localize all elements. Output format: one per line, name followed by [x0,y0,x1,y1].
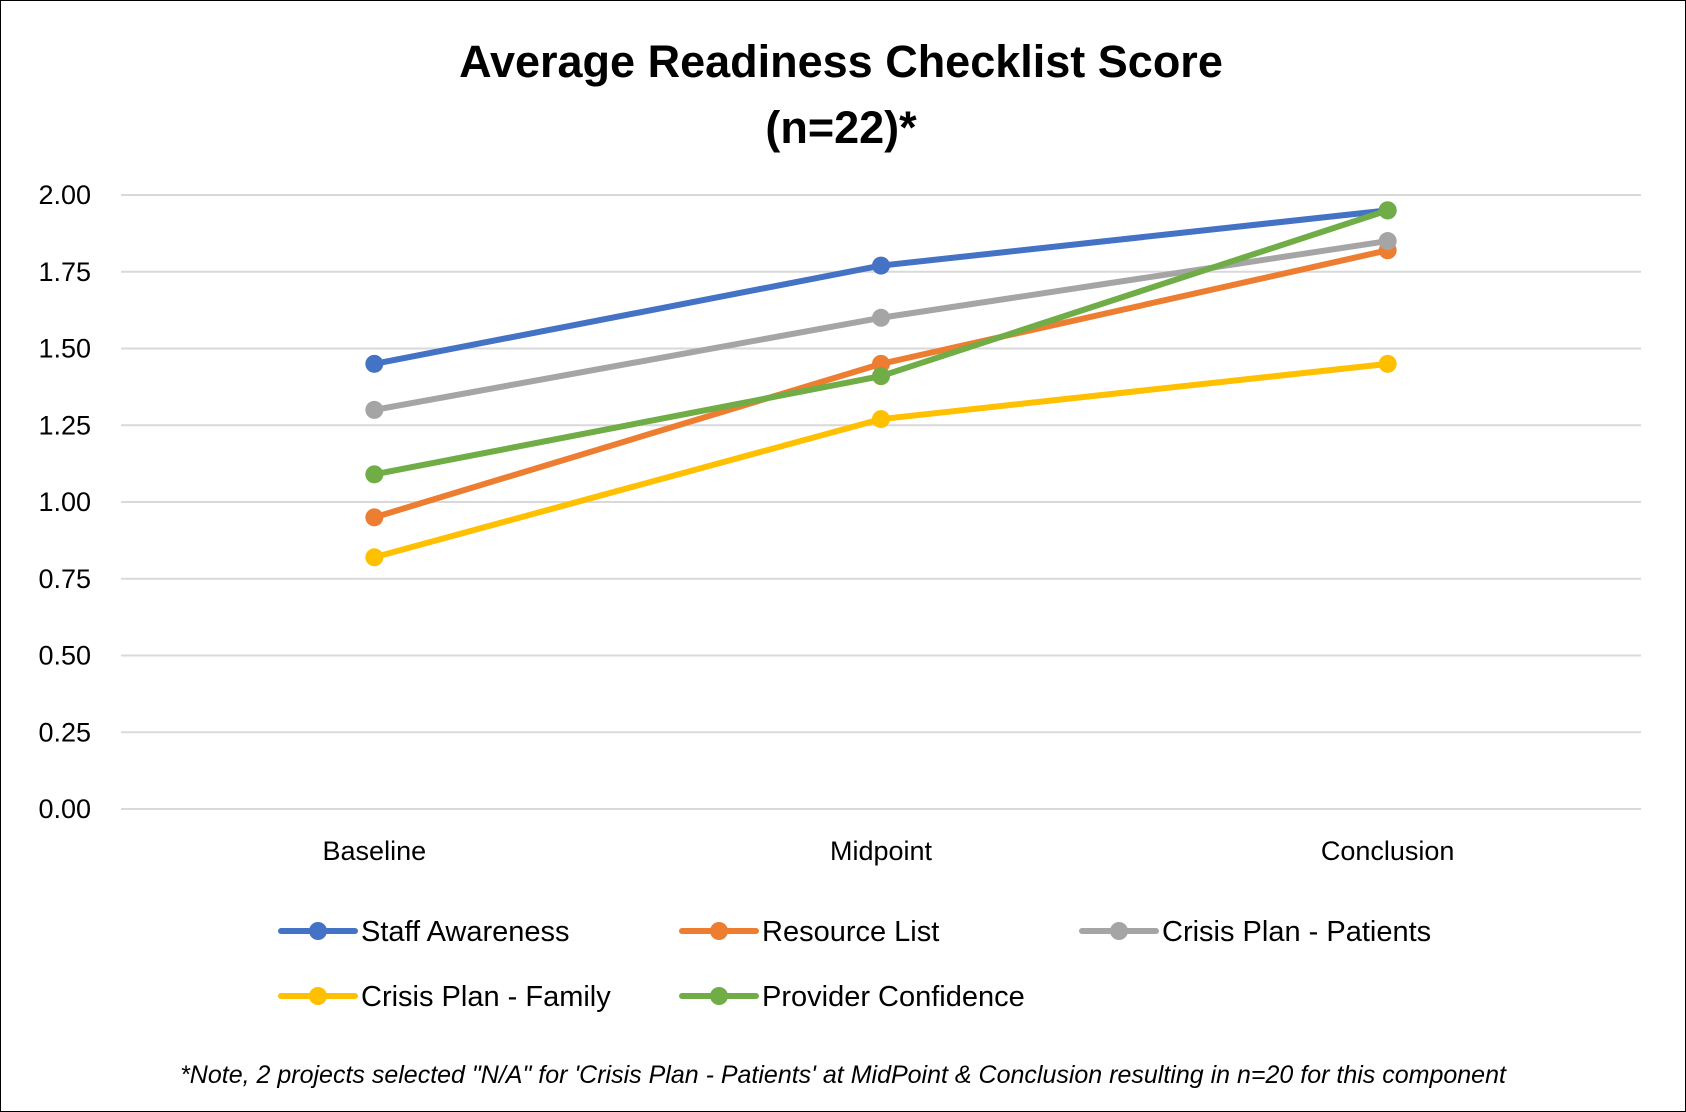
x-tick-label: Midpoint [830,836,933,866]
legend-swatch-marker [309,922,327,940]
legend-label: Crisis Plan - Patients [1162,916,1431,948]
legend-item: Provider Confidence [679,981,1025,1013]
legend-label: Staff Awareness [361,916,570,948]
data-point [365,465,384,484]
y-tick-label: 1.75 [38,257,91,287]
legend-swatch-marker [710,922,728,940]
legend-item: Crisis Plan - Patients [1079,916,1431,948]
chart-footnote: *Note, 2 projects selected "N/A" for 'Cr… [180,1061,1507,1089]
legend: Staff Awareness Resource List Crisis Plan … [278,916,1431,1013]
data-point [872,256,890,275]
x-tick-label: Baseline [323,836,427,866]
y-tick-label: 2.00 [38,180,91,210]
x-tick-label: Conclusion [1321,836,1455,866]
data-point [1378,232,1397,251]
legend-swatch-marker [1110,922,1128,940]
legend-item: Staff Awareness [278,916,570,948]
legend-item: Resource List [679,916,939,948]
data-point [365,508,384,527]
y-tick-label: 1.00 [38,487,91,517]
data-point [365,354,384,373]
data-point [1378,201,1397,220]
series-lines [365,201,1397,567]
data-point [872,308,890,327]
y-tick-label: 1.25 [38,410,91,440]
y-tick-label: 0.75 [38,564,91,594]
series-provider-confidence [365,201,1397,484]
chart-subtitle: (n=22)* [765,102,917,153]
legend-item: Crisis Plan - Family [278,981,611,1013]
gridlines [121,194,1641,810]
legend-label: Provider Confidence [762,981,1025,1013]
y-axis-tick-labels: 0.00 0.25 0.50 0.75 1.00 1.25 1.50 1.75 2.00 [38,180,91,824]
legend-swatch-marker [309,987,327,1005]
y-tick-label: 1.50 [38,334,91,364]
data-point [365,548,384,567]
legend-label: Resource List [762,916,939,948]
chart-title: Average Readiness Checklist Score [459,36,1223,87]
series-line [371,207,1391,478]
series-crisis-plan-family [365,354,1397,567]
data-point [365,400,384,419]
y-tick-label: 0.50 [38,641,91,671]
series-staff-awareness [365,201,1397,373]
data-point [872,410,890,429]
legend-swatch-marker [710,987,728,1005]
x-axis-tick-labels: Baseline Midpoint Conclusion [323,836,1455,866]
series-line [371,360,1391,561]
data-point [872,367,890,386]
legend-label: Crisis Plan - Family [361,981,611,1013]
y-tick-label: 0.00 [38,794,91,824]
data-point [1378,354,1397,373]
y-tick-label: 0.25 [38,717,91,747]
